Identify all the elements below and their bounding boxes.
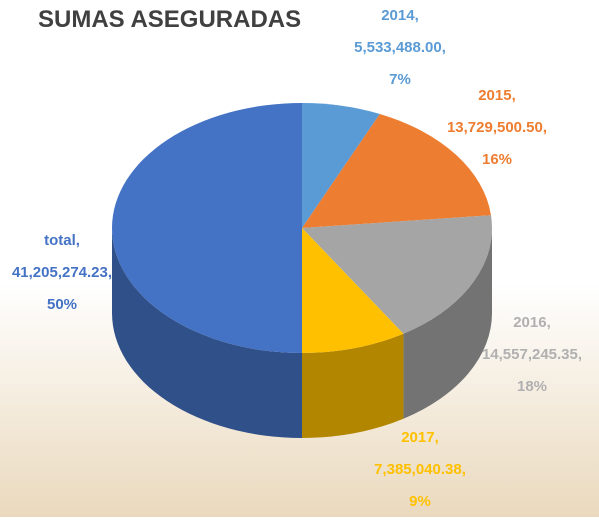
label-value: 41,205,274.23 [12, 264, 108, 281]
label-category: 2014 [381, 7, 415, 24]
label-percent: 16% [482, 151, 512, 168]
label-separator: , [415, 7, 419, 24]
labels: 2014, 5,533,488.00, 7%2015, 13,729,500.50, 1… [12, 7, 582, 510]
label-percent: 7% [389, 71, 411, 88]
label-category: 2017 [401, 429, 434, 446]
data-label: total, 41,205,274.23, 50% [12, 232, 112, 313]
label-separator: , [547, 314, 551, 331]
label-separator: , [435, 429, 439, 446]
slice-sides [112, 228, 492, 438]
slice-side [403, 228, 492, 419]
label-category: 2016 [513, 314, 546, 331]
label-value: 5,533,488.00 [354, 39, 442, 56]
label-separator: , [512, 87, 516, 104]
data-label: 2015, 13,729,500.50, 16% [447, 87, 547, 168]
slice-side [112, 228, 302, 438]
label-separator: , [578, 346, 582, 363]
label-percent: 18% [517, 378, 547, 395]
label-value: 7,385,040.38 [374, 461, 462, 478]
pie [112, 103, 492, 438]
label-separator: , [462, 461, 466, 478]
data-label: 2016, 14,557,245.35, 18% [482, 314, 582, 395]
slice [302, 215, 492, 334]
label-percent: 50% [47, 296, 77, 313]
data-label: 2017, 7,385,040.38, 9% [374, 429, 466, 510]
slice [302, 103, 380, 228]
label-percent: 9% [409, 493, 431, 510]
slice [302, 113, 492, 228]
label-separator: , [442, 39, 446, 56]
slice [112, 103, 302, 353]
slice [302, 228, 404, 353]
chart-title: SUMAS ASEGURADAS [38, 6, 301, 33]
label-value: 13,729,500.50 [447, 119, 543, 136]
label-separator: , [108, 264, 112, 281]
data-label: 2014, 5,533,488.00, 7% [354, 7, 446, 88]
slice-side [302, 333, 404, 438]
label-value: 14,557,245.35 [482, 346, 578, 363]
label-category: total [44, 232, 76, 249]
slice-tops [112, 103, 492, 353]
label-separator: , [76, 232, 80, 249]
label-separator: , [543, 119, 547, 136]
label-category: 2015 [478, 87, 511, 104]
